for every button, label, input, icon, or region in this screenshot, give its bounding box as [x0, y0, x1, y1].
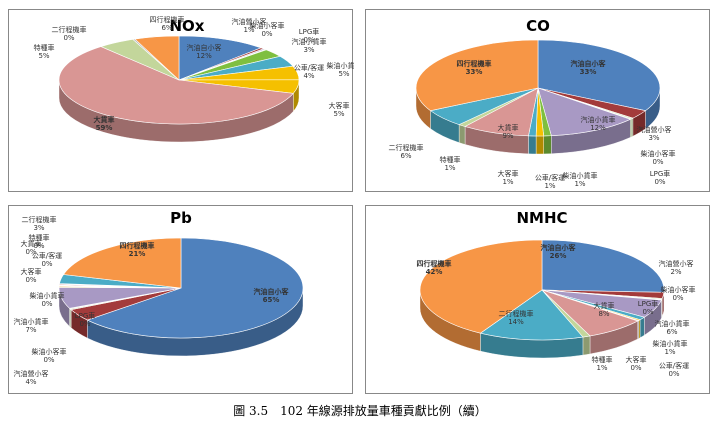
pie-slice	[419, 239, 543, 334]
chart-panel-nmhc: NMHC 汽油自小客 26% 汽油營小客 2% 柴油小客車 0% LPG車 0% 汽油小貨車 6% 柴…	[365, 205, 710, 394]
slice-label: 大貨車 8%	[594, 301, 615, 318]
slice-label: 四行程機車 33%	[457, 59, 492, 76]
slice-label: 柴油小客車 0%	[641, 149, 676, 166]
slice-labels: 汽油自小客 33% 汽油營小客 3% 柴油小客車 0% LPG車 0% 汽油小貨車 12% 柴油小貨…	[389, 59, 676, 190]
slice-label: 柴油小貨車 1%	[563, 171, 598, 188]
slice-label: 大客車 1%	[498, 169, 519, 186]
slice-label: 汽油營小客 3%	[637, 125, 672, 142]
pie-top	[415, 39, 661, 137]
pie-chart-pb: Pb 汽油自小客 65% 汽油營小客 4% 柴油小客車 0% LPG車 0% 汽油小貨車 7% 柴油小…	[14, 209, 304, 386]
slice-label: LPG車 0%	[650, 169, 671, 186]
slice-label: 四行程機車 42%	[417, 259, 452, 276]
slice-label: 柴油小貨車 1%	[653, 339, 688, 356]
slice-label: 公車/客運 1%	[535, 173, 565, 190]
slice-label: 二行程機車 0%	[52, 25, 87, 42]
slice-label: 公車/客運 0%	[659, 361, 689, 378]
pie-side-5	[543, 135, 552, 155]
pie-top	[58, 237, 304, 339]
slice-label: 汽油自小客 65%	[254, 287, 290, 304]
pie-side-6	[638, 319, 641, 339]
slice-label: 特種車 5%	[34, 43, 55, 60]
slice-labels: 汽油自小客 12% 汽油營小客 1%柴油小客車 0% LPG車 0%汽油小貨車 3% 公車/客運…	[34, 15, 355, 132]
pie-sides	[419, 289, 665, 359]
slice-label: 大客車 0%	[21, 267, 42, 284]
slice-label: 柴油小客車 0%	[32, 347, 67, 364]
pie-side-9	[458, 124, 466, 145]
pie-slice	[63, 237, 182, 289]
chart-title: NMHC	[516, 209, 567, 227]
pie-slice	[537, 39, 661, 112]
slice-label: 汽油小貨車 12%	[581, 115, 616, 132]
slice-label: 大客車 5%	[329, 101, 350, 118]
slice-label: 二行程機車 14%	[499, 309, 534, 326]
pie-slice	[134, 35, 180, 81]
slice-labels: 汽油自小客 26% 汽油營小客 2% 柴油小客車 0%LPG車 0% 汽油小貨車 6% 柴油小貨車…	[417, 243, 696, 378]
slice-label: 汽油自小客 33%	[571, 59, 607, 76]
slice-label: 柴油小客車 0%	[661, 285, 696, 302]
pie-chart-nox: NOx 汽油自小客 12% 汽油營小客 1%柴油小客車 0% LPG車 0%汽油小貨車 3% 公車…	[34, 15, 355, 143]
slice-label: 公車/客運 0%	[32, 251, 62, 268]
slice-label: 四行程機車 21%	[120, 241, 155, 258]
slice-label: 特種車 1%	[592, 355, 613, 372]
slice-label: 汽油營小客 2%	[659, 259, 694, 276]
pie-sides	[415, 87, 661, 155]
chart-title: NOx	[170, 17, 205, 35]
pie-side-5	[639, 316, 645, 339]
slice-label: 汽油營小客 4%	[14, 369, 49, 386]
slice-label: 柴油小貨車5%	[327, 61, 355, 78]
pie-slice	[537, 87, 632, 137]
pie-side-6	[535, 135, 544, 155]
slice-label: 大貨車 59%	[94, 115, 115, 132]
chart-title: Pb	[170, 209, 192, 227]
pie-chart-nmhc: NMHC 汽油自小客 26% 汽油營小客 2% 柴油小客車 0%LPG車 0% 汽油小貨車 6% 柴…	[417, 209, 696, 378]
slice-label: 汽油小貨車 7%	[14, 317, 49, 334]
pie-slice	[178, 35, 262, 81]
slice-label: LPG車 0%	[638, 299, 659, 316]
chart-panel-pb: Pb 汽油自小客 65% 汽油營小客 4% 柴油小客車 0% LPG車 0% 汽油小貨車 7% 柴油小…	[8, 205, 353, 394]
chart-panel-nox: NOx 汽油自小客 12% 汽油營小客 1% 柴油小客車 0% LPG車 0% 汽油小貨車 3% 公車…	[8, 9, 355, 192]
slice-label: 大貨車 0%	[21, 239, 42, 256]
slice-label: 柴油小客車 0%	[250, 21, 285, 38]
slice-labels: 汽油自小客 65% 汽油營小客 4% 柴油小客車 0% LPG車 0% 汽油小貨車 7% 柴油小貨車…	[14, 215, 290, 386]
slice-label: 公車/客運 4%	[294, 63, 324, 80]
chart-panel-co: CO 汽油自小客 33% 汽油營小客 3% 柴油小客車 0% LPG車 0% 汽油小貨車 12% 柴油…	[365, 9, 710, 192]
slice-label: 柴油小貨車 0%	[30, 291, 65, 308]
slice-label: 四行程機車 6%	[150, 15, 185, 32]
pie-slice	[479, 289, 584, 341]
chart-title: CO	[526, 17, 550, 35]
pie-side-2	[631, 117, 634, 138]
slice-label: 二行程機車 6%	[389, 143, 424, 160]
pie-top	[419, 239, 665, 341]
slice-label: 汽油營小客 1%	[232, 17, 267, 34]
slice-label: 大客車 0%	[626, 355, 647, 372]
pie-slice	[58, 46, 294, 125]
pie-slice	[86, 237, 304, 339]
pie-side-9	[582, 335, 591, 356]
slice-label: 二行程機車 3%	[22, 215, 57, 232]
slice-label: LPG車 0%	[299, 27, 320, 44]
slice-label: 汽油小貨車 6%	[655, 319, 690, 336]
slice-label: 大貨車 9%	[498, 123, 519, 140]
pie-slice	[415, 39, 539, 112]
slice-label: 汽油小貨車 3%	[292, 37, 327, 54]
slice-label: 特種車 1%	[440, 155, 461, 172]
slice-label: 汽油自小客 26%	[541, 243, 577, 260]
figure-caption: 圖 3.5 102 年線源排放量車種貢獻比例（續）	[233, 404, 487, 418]
pie-chart-co: CO 汽油自小客 33% 汽油營小客 3% 柴油小客車 0% LPG車 0% 汽油小貨車 12% 柴油…	[389, 17, 676, 190]
slice-label: 特種車 0%	[29, 233, 50, 250]
pie-top	[58, 35, 300, 125]
slice-label: LPG車 0%	[75, 311, 96, 328]
slice-label: 汽油自小客 12%	[187, 43, 222, 60]
pie-slice	[541, 239, 665, 293]
pie-side-7	[528, 135, 537, 155]
